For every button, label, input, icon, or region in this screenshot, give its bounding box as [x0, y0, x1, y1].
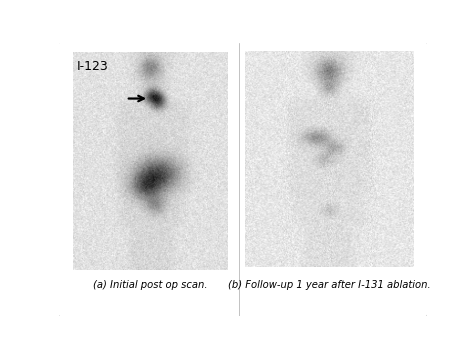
Text: (b) Follow-up 1 year after I-131 ablation.: (b) Follow-up 1 year after I-131 ablatio… — [228, 280, 431, 290]
Text: I-123: I-123 — [76, 60, 108, 72]
Text: (a) Initial post op scan.: (a) Initial post op scan. — [93, 280, 208, 290]
FancyBboxPatch shape — [58, 41, 428, 317]
